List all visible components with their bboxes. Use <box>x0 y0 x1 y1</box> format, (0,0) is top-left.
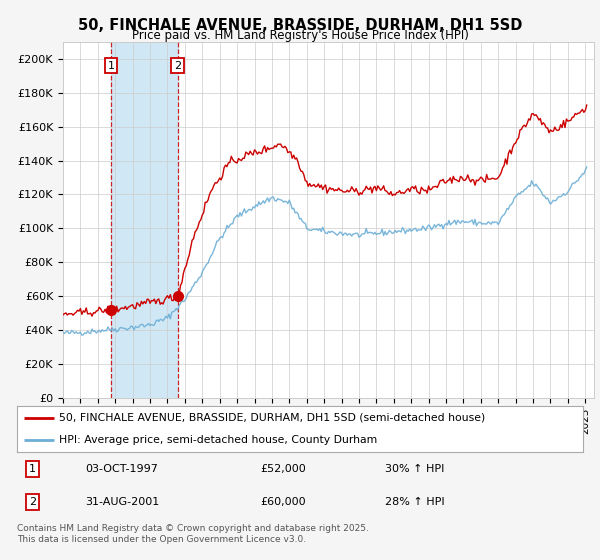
Text: 03-OCT-1997: 03-OCT-1997 <box>85 464 158 474</box>
Text: 1: 1 <box>29 464 36 474</box>
Text: £60,000: £60,000 <box>260 497 306 507</box>
Text: This data is licensed under the Open Government Licence v3.0.: This data is licensed under the Open Gov… <box>17 535 306 544</box>
Text: 30% ↑ HPI: 30% ↑ HPI <box>385 464 445 474</box>
Text: Price paid vs. HM Land Registry's House Price Index (HPI): Price paid vs. HM Land Registry's House … <box>131 29 469 42</box>
Text: 1: 1 <box>107 60 115 71</box>
Bar <box>111 42 178 398</box>
Text: 2: 2 <box>29 497 36 507</box>
Text: 50, FINCHALE AVENUE, BRASSIDE, DURHAM, DH1 5SD (semi-detached house): 50, FINCHALE AVENUE, BRASSIDE, DURHAM, D… <box>59 413 485 423</box>
Text: 31-AUG-2001: 31-AUG-2001 <box>85 497 159 507</box>
Text: £52,000: £52,000 <box>260 464 306 474</box>
Text: 28% ↑ HPI: 28% ↑ HPI <box>385 497 445 507</box>
Text: HPI: Average price, semi-detached house, County Durham: HPI: Average price, semi-detached house,… <box>59 435 377 445</box>
Text: Contains HM Land Registry data © Crown copyright and database right 2025.: Contains HM Land Registry data © Crown c… <box>17 524 368 533</box>
Text: 50, FINCHALE AVENUE, BRASSIDE, DURHAM, DH1 5SD: 50, FINCHALE AVENUE, BRASSIDE, DURHAM, D… <box>78 18 522 33</box>
Text: 2: 2 <box>174 60 181 71</box>
